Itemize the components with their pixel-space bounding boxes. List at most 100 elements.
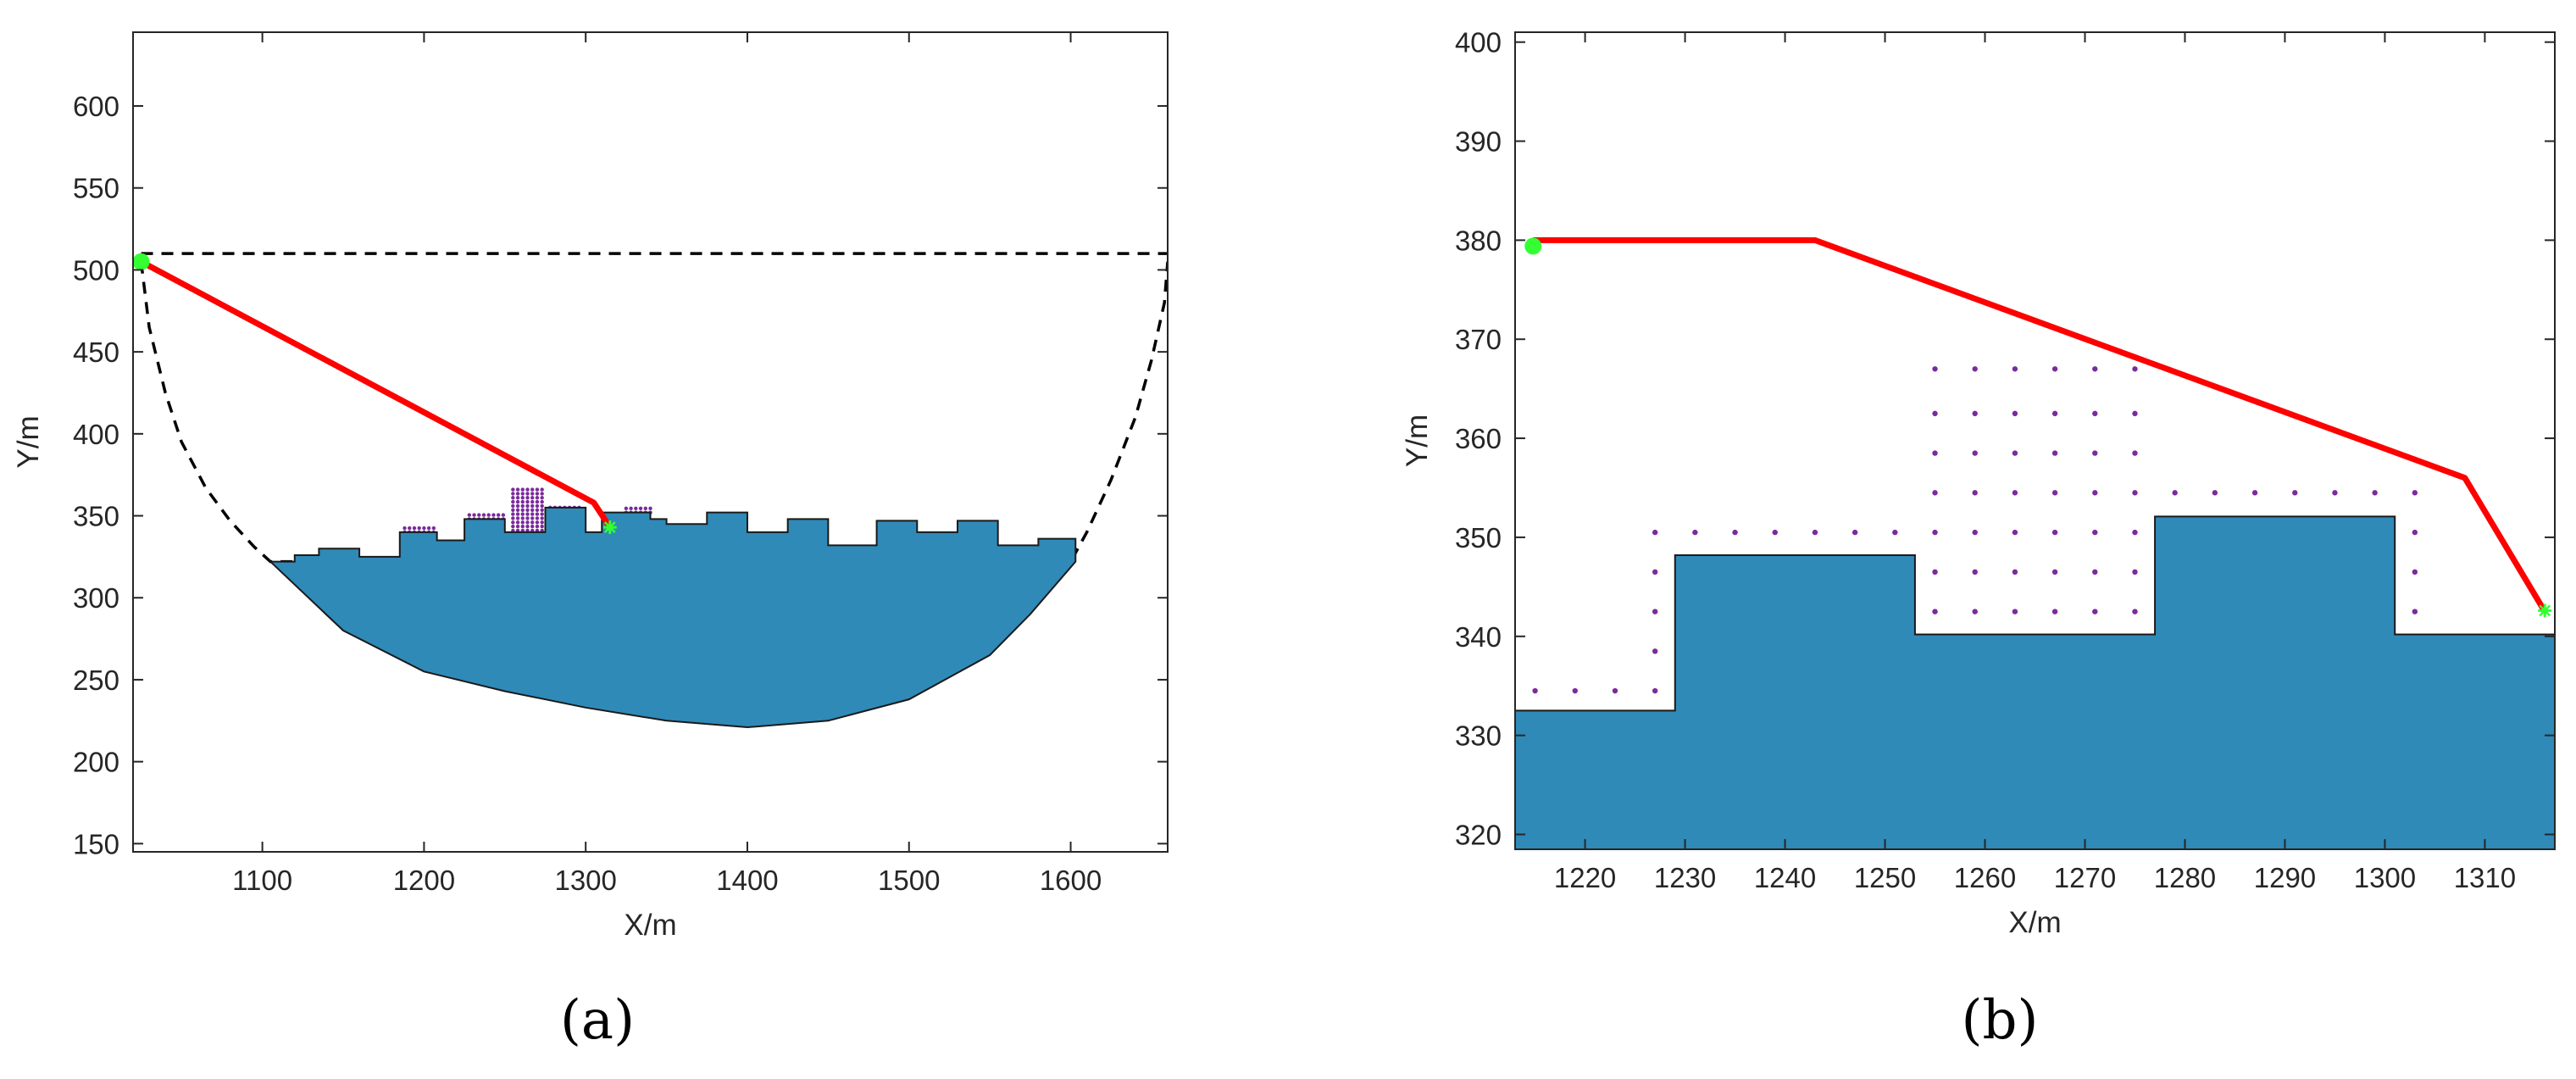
sample-point xyxy=(431,526,436,531)
sample-point xyxy=(530,512,535,516)
sample-point xyxy=(515,520,520,525)
sample-point xyxy=(1652,529,1658,536)
sample-point xyxy=(643,506,647,511)
sample-point xyxy=(1972,490,1978,496)
sample-point xyxy=(530,503,535,509)
x-tick-label: 1250 xyxy=(1854,862,1916,893)
sample-point xyxy=(1972,609,1978,615)
panel-label: (b) xyxy=(1962,989,2039,1052)
sample-point xyxy=(2012,410,2018,417)
sample-point xyxy=(2412,609,2418,615)
sample-point xyxy=(2051,366,2058,372)
x-tick-label: 1230 xyxy=(1654,862,1716,893)
sample-point xyxy=(402,526,407,531)
sample-point xyxy=(2132,410,2138,417)
y-tick-label: 600 xyxy=(73,91,119,122)
sample-point xyxy=(525,524,530,529)
sample-point xyxy=(2012,490,2018,496)
sample-point xyxy=(1572,687,1578,694)
y-axis-label: Y/m xyxy=(1401,414,1434,467)
sample-point xyxy=(530,524,535,529)
start-point-marker xyxy=(1524,237,1542,255)
sample-point xyxy=(1932,490,1938,496)
sample-point xyxy=(2092,450,2098,456)
sample-point xyxy=(511,503,515,509)
sample-point xyxy=(515,508,520,512)
sample-point xyxy=(1732,529,1738,536)
sample-point xyxy=(511,499,515,504)
sample-point xyxy=(540,512,544,516)
sample-point xyxy=(535,524,540,529)
sample-point xyxy=(511,516,515,520)
x-tick-label: 1600 xyxy=(1040,865,1102,896)
y-tick-label: 500 xyxy=(73,254,119,286)
y-tick-label: 330 xyxy=(1455,720,1502,752)
x-tick-label: 1270 xyxy=(2054,862,2116,893)
sample-point xyxy=(1652,569,1658,576)
y-tick-label: 550 xyxy=(73,173,119,204)
sample-point xyxy=(2012,450,2018,456)
sample-point xyxy=(530,496,535,500)
sample-point xyxy=(530,499,535,504)
sample-point xyxy=(1652,687,1658,694)
sample-point xyxy=(515,492,520,496)
sample-point xyxy=(2212,490,2218,496)
sample-point xyxy=(2132,569,2138,576)
panel-label: (a) xyxy=(560,989,635,1052)
sample-point xyxy=(540,487,544,492)
x-tick-label: 1300 xyxy=(554,865,616,896)
sample-point xyxy=(511,508,515,512)
sample-point xyxy=(1652,648,1658,654)
sample-point xyxy=(525,516,530,520)
sample-point xyxy=(2132,450,2138,456)
sample-point xyxy=(515,516,520,520)
sample-point xyxy=(2332,490,2338,496)
sample-point xyxy=(540,492,544,496)
x-tick-label: 1240 xyxy=(1754,862,1816,893)
sample-point xyxy=(1612,687,1618,694)
sample-point xyxy=(1932,569,1938,576)
sample-point xyxy=(535,492,540,496)
sample-point xyxy=(525,492,530,496)
sample-point xyxy=(1972,410,1978,417)
sample-point xyxy=(515,496,520,500)
y-tick-label: 320 xyxy=(1455,819,1502,850)
axes-frame xyxy=(132,31,1169,853)
sample-point xyxy=(408,526,412,531)
sample-point xyxy=(520,499,525,504)
sample-point xyxy=(2132,366,2138,372)
sample-point xyxy=(525,496,530,500)
plot-area xyxy=(1515,236,2555,849)
sample-point xyxy=(2012,529,2018,536)
sample-point xyxy=(525,520,530,525)
sample-point xyxy=(1972,450,1978,456)
sample-point xyxy=(2092,609,2098,615)
chart-a: 1100 1200 1300 1400 1500 1600 150 200 250 300 350 4… xyxy=(12,31,1169,1052)
sample-point xyxy=(520,516,525,520)
sample-point xyxy=(2092,569,2098,576)
sample-point xyxy=(511,520,515,525)
sample-point xyxy=(1932,529,1938,536)
sample-point xyxy=(520,492,525,496)
sample-point xyxy=(648,506,652,511)
sample-point xyxy=(634,506,638,511)
sample-point xyxy=(1932,450,1938,456)
sample-point xyxy=(1852,529,1858,536)
y-tick-label: 350 xyxy=(73,501,119,532)
sample-point xyxy=(2092,490,2098,496)
sample-point xyxy=(525,503,530,509)
planned-path-line xyxy=(1533,236,2548,614)
axes-frame xyxy=(1514,31,2556,850)
y-axis-label: Y/m xyxy=(12,415,45,468)
sample-point xyxy=(1972,366,1978,372)
sample-point xyxy=(535,516,540,520)
sample-point xyxy=(472,513,476,517)
sample-point xyxy=(520,512,525,516)
sample-point xyxy=(1812,529,1818,536)
sample-point xyxy=(422,526,426,531)
sample-point xyxy=(511,524,515,529)
sample-point xyxy=(535,487,540,492)
sample-point xyxy=(638,506,643,511)
sample-point xyxy=(2172,490,2178,496)
sample-point xyxy=(1532,687,1538,694)
